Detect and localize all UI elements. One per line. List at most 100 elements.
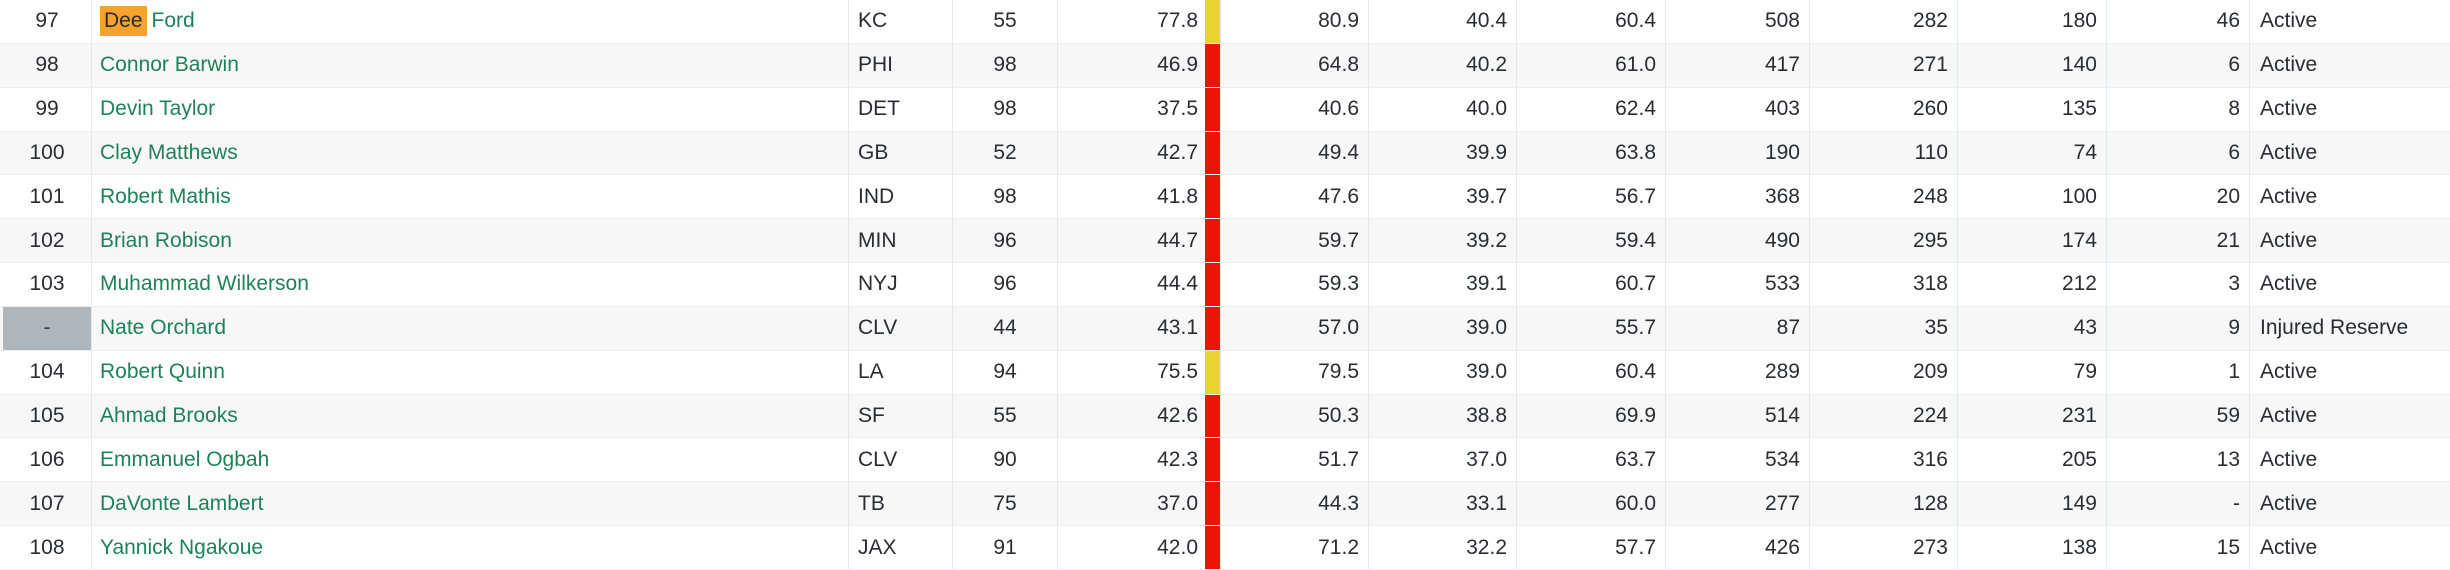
team-cell: JAX xyxy=(849,526,953,569)
stat-cell: 149 xyxy=(1958,482,2107,526)
stat-cell: 224 xyxy=(1810,394,1958,438)
player-name-link[interactable]: Connor Barwin xyxy=(100,53,239,77)
stat-cell: 318 xyxy=(1810,263,1958,306)
player-name-cell: Dee Ford xyxy=(92,0,849,43)
jersey-number-cell: 96 xyxy=(953,219,1058,263)
team-cell: KC xyxy=(849,0,953,43)
grade-cell: 37.0 xyxy=(1058,482,1221,526)
stat-cell: 15 xyxy=(2107,526,2250,569)
jersey-number-cell: 91 xyxy=(953,526,1058,569)
player-name-cell: Robert Mathis xyxy=(92,175,849,219)
rank-value: 100 xyxy=(29,140,65,164)
team-cell: LA xyxy=(849,350,953,394)
player-name-link[interactable]: Devin Taylor xyxy=(100,97,216,121)
player-name-link[interactable]: Ahmad Brooks xyxy=(100,404,238,428)
stat-cell: 426 xyxy=(1666,526,1810,569)
stat-cell: 49.4 xyxy=(1221,131,1369,175)
player-name-link[interactable]: Ford xyxy=(151,9,195,33)
grade-cell: 42.6 xyxy=(1058,394,1221,438)
player-name-link[interactable]: Robert Mathis xyxy=(100,184,231,208)
grade-color-bar xyxy=(1205,43,1220,87)
jersey-number-cell: 96 xyxy=(953,263,1058,306)
team-cell: SF xyxy=(849,394,953,438)
player-name-link[interactable]: Muhammad Wilkerson xyxy=(100,272,309,296)
player-name-link[interactable]: Robert Quinn xyxy=(100,360,225,384)
grade-value: 37.5 xyxy=(1157,97,1198,121)
status-cell: Active xyxy=(2260,491,2318,515)
table-row: 101 Robert Mathis IND 98 41.8 47.6 39.7 56.7 368… xyxy=(0,175,2450,220)
stat-cell: 135 xyxy=(1958,87,2107,131)
stat-cell: 417 xyxy=(1666,43,1810,87)
stat-cell: 39.9 xyxy=(1369,131,1517,175)
stat-cell: 110 xyxy=(1810,131,1958,175)
stat-cell: 39.7 xyxy=(1369,175,1517,219)
rank-cell: 99 xyxy=(0,87,92,131)
stat-cell: 60.0 xyxy=(1517,482,1666,526)
player-name-cell: Yannick Ngakoue xyxy=(92,526,849,569)
rank-value: 103 xyxy=(29,272,65,296)
player-name-link[interactable]: Clay Matthews xyxy=(100,140,238,164)
stat-cell: 80.9 xyxy=(1221,0,1369,43)
table-row: 98 Connor Barwin PHI 98 46.9 64.8 40.2 61.0 417 2… xyxy=(0,43,2450,88)
team-cell: DET xyxy=(849,87,953,131)
player-name-link[interactable]: Yannick Ngakoue xyxy=(100,535,264,559)
rank-cell: 104 xyxy=(0,350,92,394)
rank-cell: 103 xyxy=(0,263,92,306)
stat-cell: 9 xyxy=(2107,306,2250,350)
grade-value: 46.9 xyxy=(1157,53,1198,77)
stat-cell: 271 xyxy=(1810,43,1958,87)
grade-color-bar xyxy=(1205,263,1220,306)
stat-cell: 87 xyxy=(1666,306,1810,350)
stat-cell: 248 xyxy=(1810,175,1958,219)
stat-cell: 40.4 xyxy=(1369,0,1517,43)
player-name-cell: Emmanuel Ogbah xyxy=(92,438,849,482)
stat-cell: 21 xyxy=(2107,219,2250,263)
player-name-cell: Muhammad Wilkerson xyxy=(92,263,849,306)
status-cell: Active xyxy=(2260,447,2318,471)
rank-cell: 101 xyxy=(0,175,92,219)
table-row: 97 Dee Ford KC 55 77.8 80.9 40.4 60.4 508 282 180 46… xyxy=(0,0,2450,44)
stat-cell: 6 xyxy=(2107,43,2250,87)
stat-cell: 39.0 xyxy=(1369,350,1517,394)
stat-cell: 180 xyxy=(1958,0,2107,43)
rank-value: 104 xyxy=(29,360,65,384)
stat-cell: 61.0 xyxy=(1517,43,1666,87)
stat-cell: 212 xyxy=(1958,263,2107,306)
rank-cell: 106 xyxy=(0,438,92,482)
stat-cell: 20 xyxy=(2107,175,2250,219)
stat-cell: 138 xyxy=(1958,526,2107,569)
stat-cell: 13 xyxy=(2107,438,2250,482)
stat-cell: 79.5 xyxy=(1221,350,1369,394)
grade-cell: 44.7 xyxy=(1058,219,1221,263)
jersey-number-cell: 98 xyxy=(953,87,1058,131)
table-row: 108 Yannick Ngakoue JAX 91 42.0 71.2 32.2 57.7 4… xyxy=(0,526,2450,570)
stat-cell: 209 xyxy=(1810,350,1958,394)
stat-cell: 63.8 xyxy=(1517,131,1666,175)
rank-cell: 105 xyxy=(0,394,92,438)
stat-cell: 3 xyxy=(2107,263,2250,306)
table-row: 107 DaVonte Lambert TB 75 37.0 44.3 33.1 60.0 27… xyxy=(0,482,2450,527)
grade-value: 43.1 xyxy=(1157,316,1198,340)
player-name-link[interactable]: DaVonte Lambert xyxy=(100,491,264,515)
grade-cell: 75.5 xyxy=(1058,350,1221,394)
player-name-link[interactable]: Brian Robison xyxy=(100,228,232,252)
stat-cell: 277 xyxy=(1666,482,1810,526)
stat-cell: 273 xyxy=(1810,526,1958,569)
player-name-link[interactable]: Emmanuel Ogbah xyxy=(100,447,270,471)
grade-color-bar xyxy=(1205,0,1220,43)
grade-value: 44.4 xyxy=(1157,272,1198,296)
grade-cell: 42.7 xyxy=(1058,131,1221,175)
stat-cell: 60.4 xyxy=(1517,350,1666,394)
stat-cell: 1 xyxy=(2107,350,2250,394)
jersey-number-cell: 75 xyxy=(953,482,1058,526)
team-cell: TB xyxy=(849,482,953,526)
stat-cell: 60.4 xyxy=(1517,0,1666,43)
grade-color-bar xyxy=(1205,526,1220,569)
player-name-link[interactable]: Nate Orchard xyxy=(100,316,227,340)
stat-cell: 190 xyxy=(1666,131,1810,175)
stat-cell: 514 xyxy=(1666,394,1810,438)
table-row: 104 Robert Quinn LA 94 75.5 79.5 39.0 60.4 289 20… xyxy=(0,350,2450,395)
stat-cell: 69.9 xyxy=(1517,394,1666,438)
grade-color-bar xyxy=(1205,219,1220,263)
